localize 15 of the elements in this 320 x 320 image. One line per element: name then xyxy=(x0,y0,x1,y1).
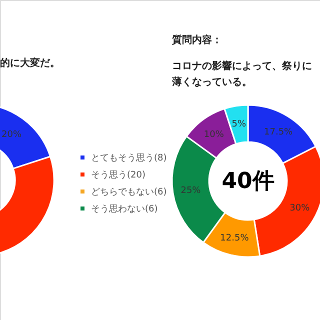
chart-title: 質問内容： xyxy=(171,34,222,46)
data-label: 12.5% xyxy=(220,233,250,244)
legend-label: とてもそう思う(8) xyxy=(91,152,167,164)
data-label: 17.5% xyxy=(264,128,294,138)
data-label: 30% xyxy=(290,203,310,214)
text: 40件 xyxy=(222,169,274,194)
legend-label: どちらでもない(6) xyxy=(91,188,167,198)
legend-label: そう思う(20) xyxy=(91,170,146,180)
data-label: 5% xyxy=(232,120,247,130)
chart-title: 的に大変だ。 xyxy=(0,57,60,69)
data-label: 25% xyxy=(180,186,202,196)
data-label: 20% xyxy=(1,130,22,140)
legend-label: そう思わない(6) xyxy=(91,204,158,214)
chart-subtitle: コロナの影響によって、祭りに薄くなっている。 xyxy=(171,60,312,88)
data-label: 10% xyxy=(204,130,224,140)
